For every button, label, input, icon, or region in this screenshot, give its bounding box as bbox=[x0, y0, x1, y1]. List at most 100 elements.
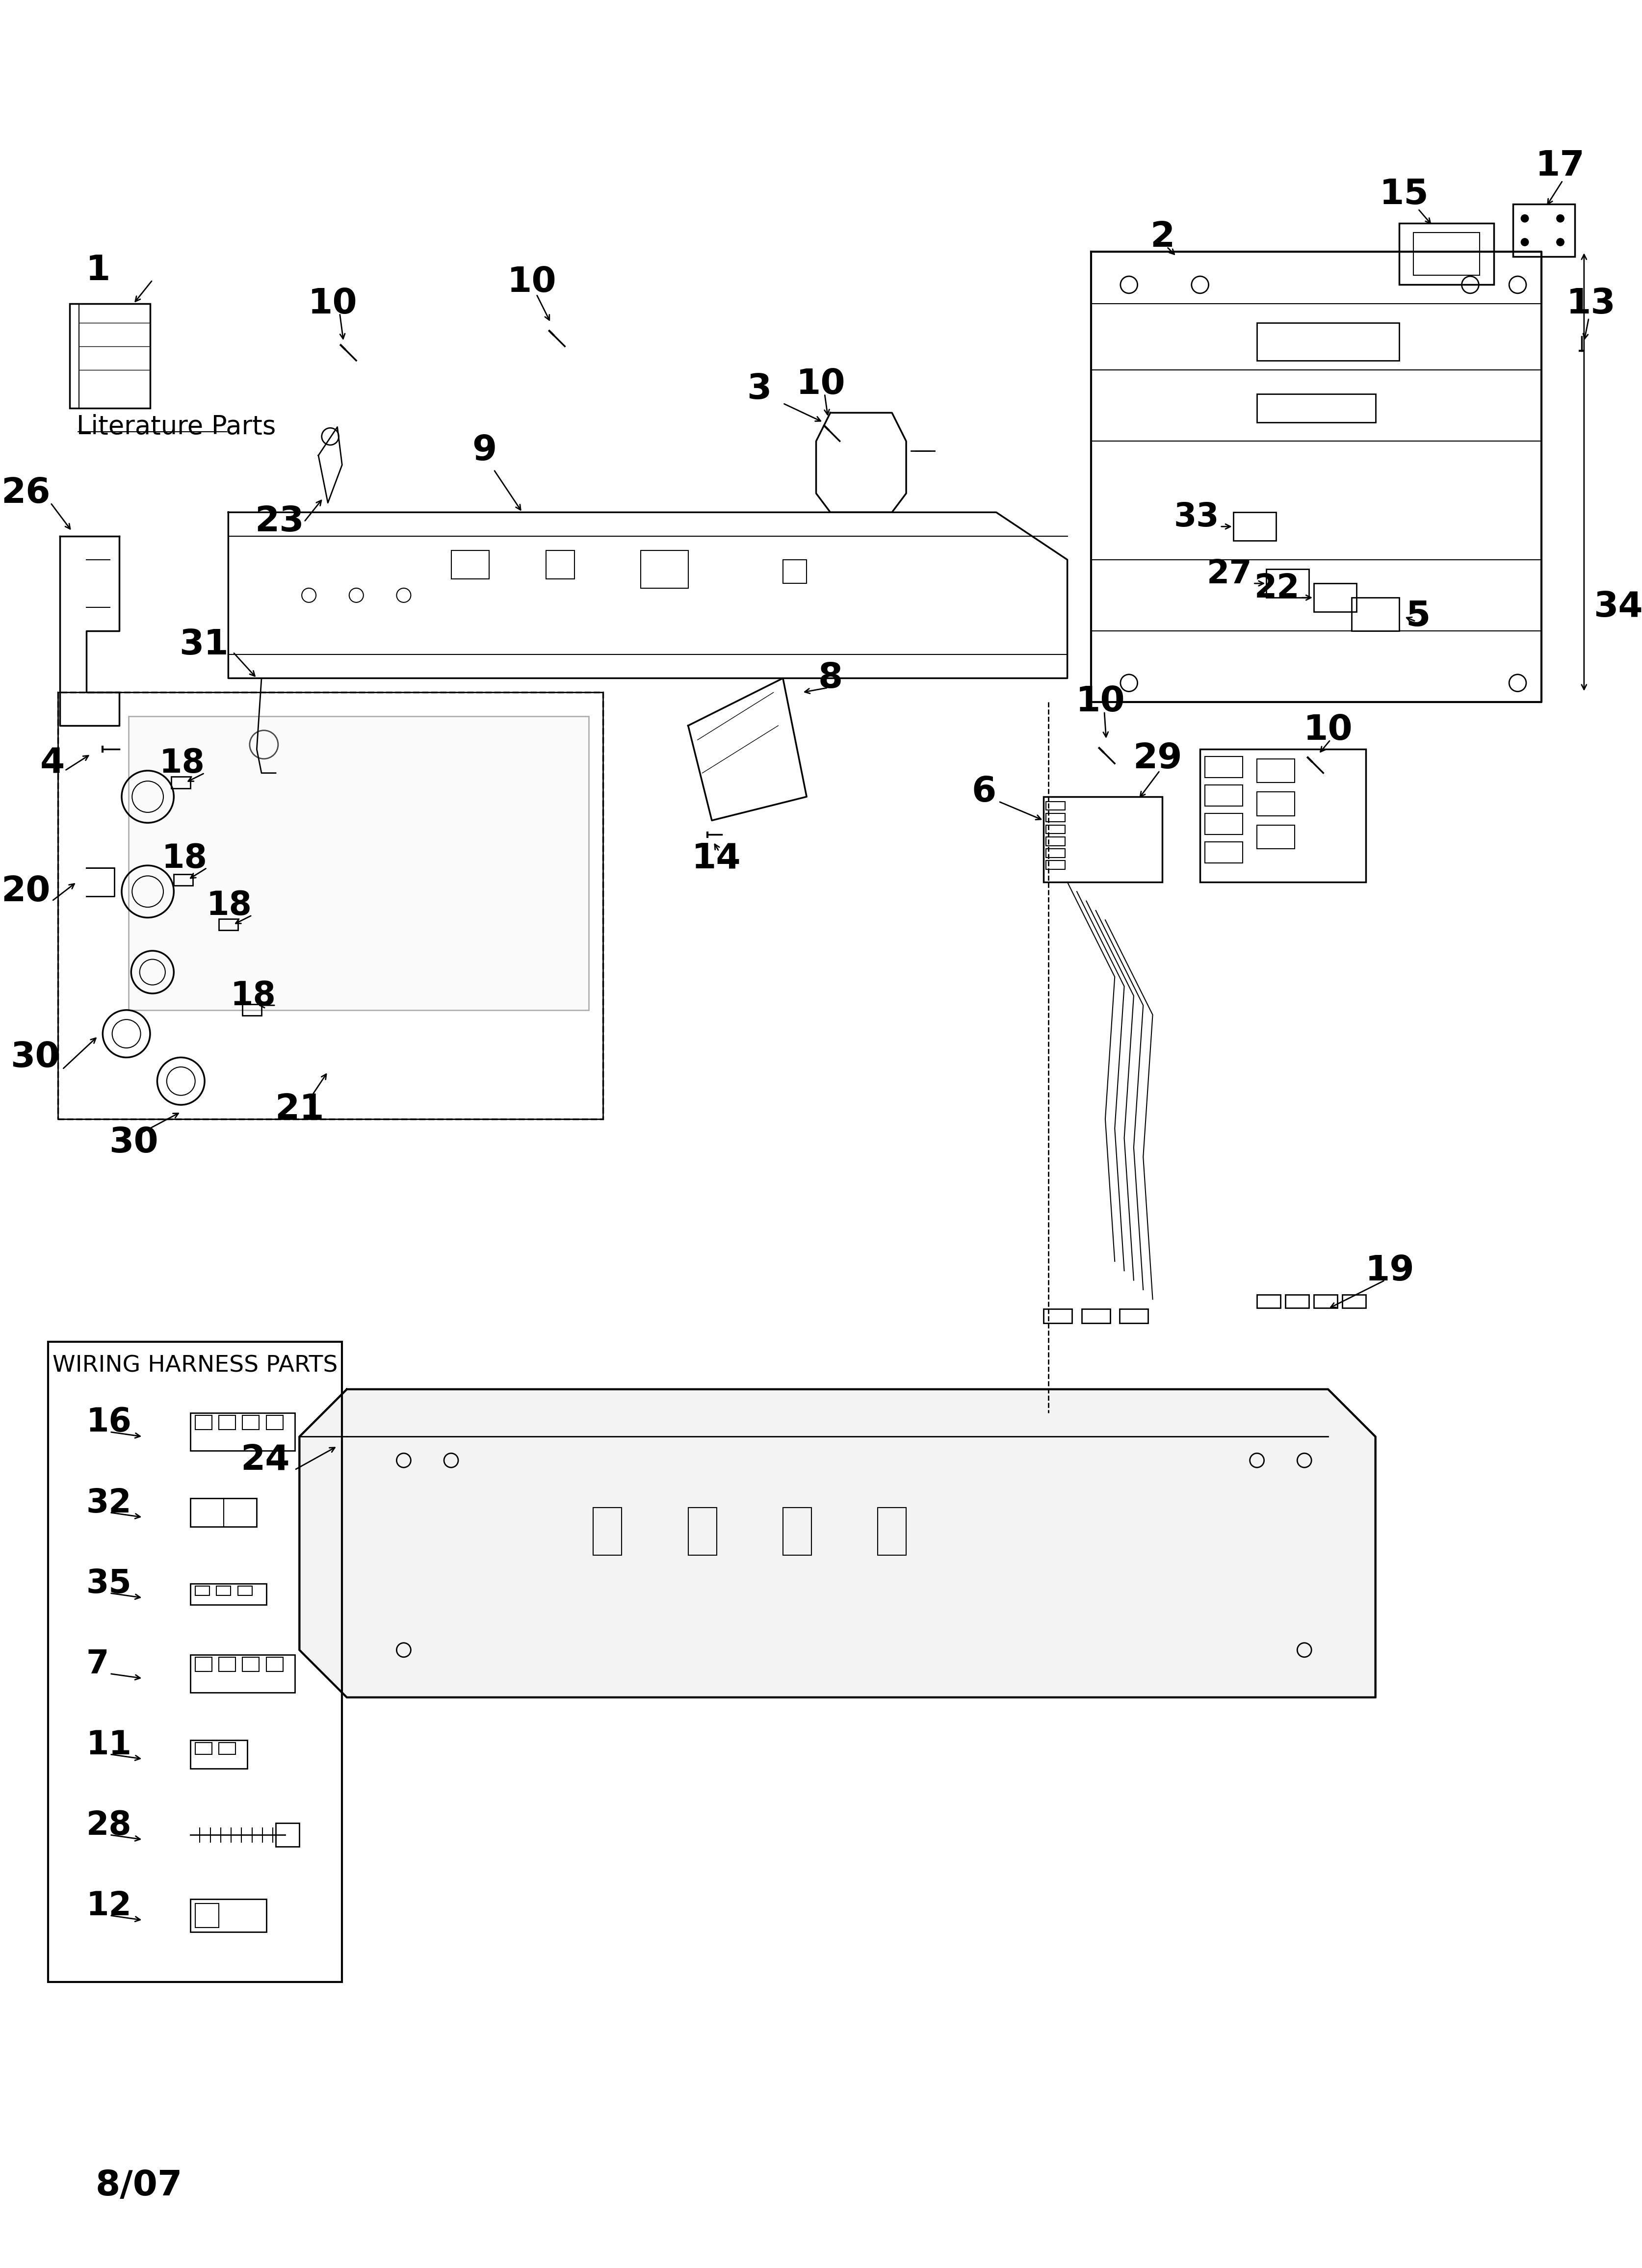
Polygon shape bbox=[128, 717, 588, 1009]
Bar bbox=[452, 551, 489, 578]
Text: 24: 24 bbox=[240, 1442, 291, 1476]
Text: 3: 3 bbox=[747, 372, 772, 406]
Text: 27: 27 bbox=[1207, 558, 1251, 590]
Text: 13: 13 bbox=[1566, 286, 1616, 320]
Text: 16: 16 bbox=[85, 1406, 131, 1438]
Bar bbox=[195, 1742, 212, 1753]
Bar bbox=[195, 1415, 212, 1429]
Bar bbox=[217, 1585, 230, 1594]
Text: 18: 18 bbox=[159, 748, 205, 780]
Text: WIRING HARNESS PARTS: WIRING HARNESS PARTS bbox=[53, 1354, 338, 1377]
Bar bbox=[48, 1343, 342, 1982]
Bar bbox=[57, 692, 603, 1118]
Text: 17: 17 bbox=[1535, 150, 1585, 184]
Text: Literature Parts: Literature Parts bbox=[77, 415, 276, 440]
Text: 20: 20 bbox=[2, 875, 51, 909]
Bar bbox=[266, 1658, 282, 1672]
Text: 1: 1 bbox=[85, 254, 110, 288]
Bar bbox=[218, 919, 238, 930]
Bar bbox=[1046, 814, 1064, 821]
Bar bbox=[190, 1499, 256, 1526]
Bar bbox=[1043, 1309, 1072, 1322]
Bar bbox=[1256, 322, 1399, 361]
Bar bbox=[1046, 862, 1064, 869]
Bar bbox=[1286, 1295, 1309, 1309]
Bar bbox=[1205, 785, 1243, 805]
Bar bbox=[1120, 1309, 1148, 1322]
Text: 5: 5 bbox=[1406, 599, 1430, 633]
Text: 10: 10 bbox=[1076, 685, 1125, 719]
Bar bbox=[218, 1658, 235, 1672]
Bar bbox=[190, 1656, 294, 1692]
Text: 7: 7 bbox=[85, 1649, 108, 1681]
Circle shape bbox=[1520, 238, 1529, 245]
Bar bbox=[174, 873, 192, 885]
Bar bbox=[243, 1415, 259, 1429]
Bar bbox=[190, 1413, 294, 1452]
Text: 32: 32 bbox=[85, 1488, 131, 1520]
Bar bbox=[1200, 748, 1366, 882]
Text: 4: 4 bbox=[39, 746, 64, 780]
Text: 10: 10 bbox=[1304, 714, 1353, 746]
Bar bbox=[195, 1903, 218, 1928]
Text: 26: 26 bbox=[2, 476, 51, 510]
Bar bbox=[783, 1508, 811, 1556]
Bar bbox=[1342, 1295, 1366, 1309]
Bar bbox=[1256, 395, 1374, 422]
Text: 9: 9 bbox=[471, 433, 496, 467]
Bar bbox=[266, 1415, 282, 1429]
Text: 18: 18 bbox=[207, 889, 251, 923]
Text: 10: 10 bbox=[507, 265, 557, 299]
Text: 2: 2 bbox=[1149, 220, 1174, 254]
Bar bbox=[1205, 814, 1243, 835]
Circle shape bbox=[1520, 215, 1529, 222]
Bar bbox=[783, 560, 806, 583]
Bar bbox=[69, 304, 149, 408]
Text: 8/07: 8/07 bbox=[95, 2168, 182, 2202]
Bar bbox=[171, 778, 190, 789]
Bar bbox=[190, 1898, 266, 1932]
Text: 29: 29 bbox=[1133, 742, 1182, 776]
Bar bbox=[190, 1740, 248, 1769]
Bar bbox=[1314, 1295, 1337, 1309]
Text: 14: 14 bbox=[691, 841, 741, 875]
Bar bbox=[640, 551, 688, 587]
Text: 22: 22 bbox=[1254, 572, 1299, 603]
Bar bbox=[1351, 599, 1399, 631]
Text: 19: 19 bbox=[1365, 1254, 1414, 1288]
Bar bbox=[1266, 569, 1309, 599]
Bar bbox=[1046, 848, 1064, 857]
Text: 12: 12 bbox=[85, 1889, 131, 1923]
Bar bbox=[243, 1658, 259, 1672]
Text: 6: 6 bbox=[972, 776, 997, 810]
Bar bbox=[1046, 826, 1064, 835]
Bar bbox=[1414, 234, 1479, 274]
Bar bbox=[1256, 792, 1294, 816]
Text: 10: 10 bbox=[796, 367, 846, 401]
Bar bbox=[688, 1508, 716, 1556]
Text: 18: 18 bbox=[230, 980, 276, 1012]
Bar bbox=[243, 1005, 261, 1016]
Bar bbox=[1205, 758, 1243, 778]
Bar bbox=[195, 1585, 209, 1594]
Polygon shape bbox=[299, 1390, 1374, 1696]
Bar bbox=[1233, 513, 1276, 540]
Text: 28: 28 bbox=[85, 1810, 131, 1842]
Bar bbox=[238, 1585, 251, 1594]
Circle shape bbox=[1557, 215, 1563, 222]
Bar bbox=[57, 692, 603, 1118]
Text: 33: 33 bbox=[1174, 501, 1218, 533]
Bar bbox=[1043, 796, 1163, 882]
Bar bbox=[1256, 760, 1294, 782]
Circle shape bbox=[1557, 238, 1563, 245]
Bar bbox=[1512, 204, 1575, 256]
Text: 8: 8 bbox=[818, 662, 842, 696]
Bar bbox=[1046, 837, 1064, 846]
Bar bbox=[218, 1415, 235, 1429]
Text: 11: 11 bbox=[85, 1728, 131, 1760]
Bar bbox=[877, 1508, 906, 1556]
Bar bbox=[1205, 841, 1243, 864]
Text: 18: 18 bbox=[161, 841, 207, 875]
Bar bbox=[593, 1508, 622, 1556]
Bar bbox=[1046, 801, 1064, 810]
